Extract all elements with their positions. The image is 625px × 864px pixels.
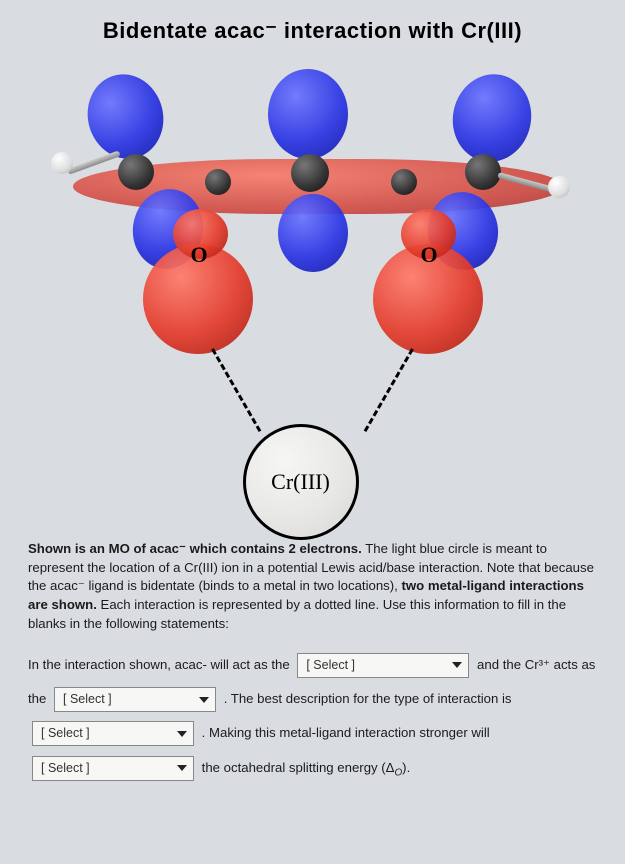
cr-label: Cr(III) <box>271 469 330 495</box>
flow-text: In the interaction shown, acac- will act… <box>28 657 290 672</box>
carbon-atom <box>465 154 501 190</box>
flow-text: . The best description for the type of i… <box>224 691 512 706</box>
blue-lobe <box>278 194 348 272</box>
blue-lobe <box>444 67 539 169</box>
flow-text: and the Cr³⁺ acts as <box>477 657 595 672</box>
flow-text: . Making this metal-ligand interaction s… <box>202 725 490 740</box>
carbon-atom <box>205 169 231 195</box>
flow-text: the octahedral splitting energy (ΔO). <box>202 760 411 775</box>
desc-span: Each interaction is represented by a dot… <box>28 597 566 631</box>
interaction-dash-left <box>211 348 261 432</box>
flow-text: the <box>28 691 46 706</box>
select-splitting-effect[interactable]: [ Select ] <box>32 756 194 781</box>
flow-t6end: ). <box>402 760 410 775</box>
carbon-atom <box>391 169 417 195</box>
molecular-orbital-diagram: O O Cr(III) <box>33 54 593 494</box>
interaction-dash-right <box>363 348 413 432</box>
bold-intro: Shown is an MO of acac⁻ which contains 2… <box>28 541 362 556</box>
blue-lobe <box>78 66 172 168</box>
select-interaction-type[interactable]: [ Select ] <box>32 721 194 746</box>
description-paragraph: Shown is an MO of acac⁻ which contains 2… <box>28 540 597 634</box>
hydrogen-atom <box>51 152 73 174</box>
carbon-atom <box>291 154 329 192</box>
select-cr-role[interactable]: [ Select ] <box>54 687 216 712</box>
fill-in-blanks: In the interaction shown, acac- will act… <box>28 648 597 786</box>
carbon-atom <box>118 154 154 190</box>
hydrogen-atom <box>548 176 570 198</box>
select-acac-role[interactable]: [ Select ] <box>297 653 469 678</box>
oxygen-label: O <box>191 242 208 268</box>
oxygen-label: O <box>421 242 438 268</box>
flow-t6: the octahedral splitting energy (Δ <box>202 760 395 775</box>
blue-lobe <box>268 69 348 159</box>
question-page: Bidentate acac⁻ interaction with Cr(III)… <box>0 0 625 864</box>
cr-ion-circle: Cr(III) <box>243 424 359 540</box>
page-title: Bidentate acac⁻ interaction with Cr(III) <box>28 18 597 44</box>
